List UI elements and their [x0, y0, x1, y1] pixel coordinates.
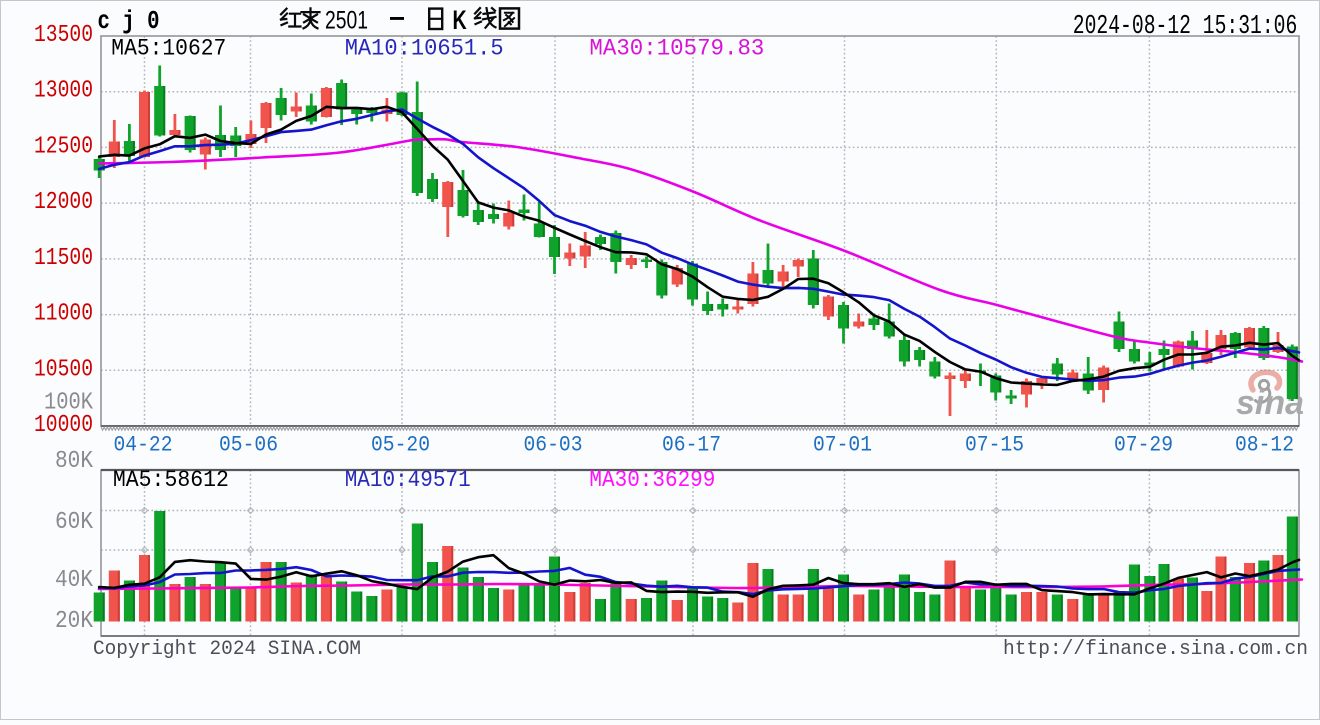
svg-text:100K: 100K	[44, 389, 94, 416]
svg-text:MA30:10579.83: MA30:10579.83	[589, 36, 764, 62]
svg-text:06-17: 06-17	[662, 432, 721, 457]
svg-text:2024-08-12 15:31:06: 2024-08-12 15:31:06	[1073, 12, 1298, 42]
svg-text:11000: 11000	[34, 301, 93, 328]
svg-text:40K: 40K	[55, 567, 94, 594]
svg-text:60K: 60K	[55, 509, 94, 536]
svg-text:20K: 20K	[55, 608, 94, 635]
svg-text:13500: 13500	[34, 22, 93, 49]
svg-text:05-06: 05-06	[219, 432, 278, 457]
svg-text:05-20: 05-20	[371, 432, 430, 457]
svg-text:13000: 13000	[34, 78, 93, 105]
svg-text:07-01: 07-01	[813, 432, 872, 457]
svg-text:04-22: 04-22	[114, 432, 173, 457]
svg-text:MA30:36299: MA30:36299	[589, 467, 715, 493]
svg-text:12000: 12000	[34, 189, 93, 216]
svg-text:10000: 10000	[34, 412, 93, 439]
svg-text:K: K	[453, 5, 468, 35]
svg-text:08-12: 08-12	[1235, 432, 1294, 457]
svg-text:MA5:58612: MA5:58612	[113, 467, 229, 493]
svg-text:Copyright 2024 SINA.COM: Copyright 2024 SINA.COM	[93, 638, 361, 661]
svg-text:MA10:10651.5: MA10:10651.5	[345, 36, 504, 62]
svg-text:MA5:10627: MA5:10627	[111, 36, 226, 62]
svg-text:2501: 2501	[325, 7, 368, 35]
svg-text:80K: 80K	[55, 448, 94, 475]
svg-text:MA10:49571: MA10:49571	[345, 467, 471, 493]
svg-text:07-29: 07-29	[1114, 432, 1173, 457]
svg-text:06-03: 06-03	[524, 432, 583, 457]
svg-text:12500: 12500	[34, 133, 93, 160]
svg-text:10500: 10500	[34, 356, 93, 383]
svg-text:c j 0: c j 0	[98, 6, 160, 36]
svg-text:11500: 11500	[34, 245, 93, 272]
svg-text:07-15: 07-15	[965, 432, 1024, 457]
svg-text:http://finance.sina.com.cn: http://finance.sina.com.cn	[1003, 638, 1308, 661]
